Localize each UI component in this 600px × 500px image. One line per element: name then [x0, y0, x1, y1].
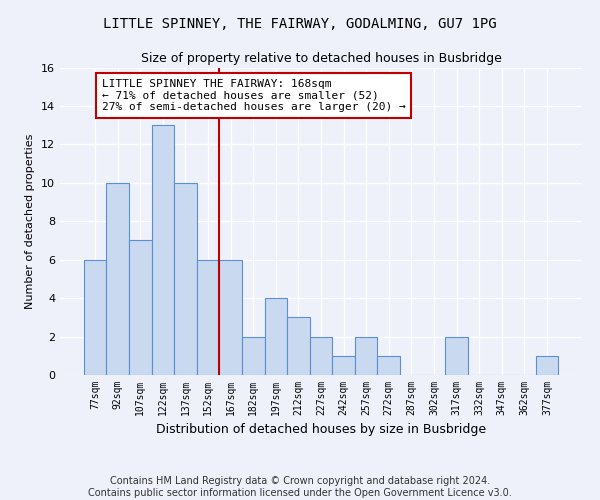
Bar	[242, 336, 265, 375]
Bar	[174, 183, 197, 375]
Bar	[220, 260, 242, 375]
Bar	[84, 260, 106, 375]
Bar	[377, 356, 400, 375]
Bar	[197, 260, 220, 375]
Bar	[287, 318, 310, 375]
Y-axis label: Number of detached properties: Number of detached properties	[25, 134, 35, 309]
Text: LITTLE SPINNEY, THE FAIRWAY, GODALMING, GU7 1PG: LITTLE SPINNEY, THE FAIRWAY, GODALMING, …	[103, 18, 497, 32]
Title: Size of property relative to detached houses in Busbridge: Size of property relative to detached ho…	[140, 52, 502, 65]
Bar	[355, 336, 377, 375]
X-axis label: Distribution of detached houses by size in Busbridge: Distribution of detached houses by size …	[156, 424, 486, 436]
Bar	[332, 356, 355, 375]
Bar	[152, 125, 174, 375]
Bar	[129, 240, 152, 375]
Bar	[536, 356, 558, 375]
Bar	[445, 336, 468, 375]
Bar	[106, 183, 129, 375]
Text: Contains HM Land Registry data © Crown copyright and database right 2024.
Contai: Contains HM Land Registry data © Crown c…	[88, 476, 512, 498]
Text: LITTLE SPINNEY THE FAIRWAY: 168sqm
← 71% of detached houses are smaller (52)
27%: LITTLE SPINNEY THE FAIRWAY: 168sqm ← 71%…	[102, 79, 406, 112]
Bar	[310, 336, 332, 375]
Bar	[265, 298, 287, 375]
